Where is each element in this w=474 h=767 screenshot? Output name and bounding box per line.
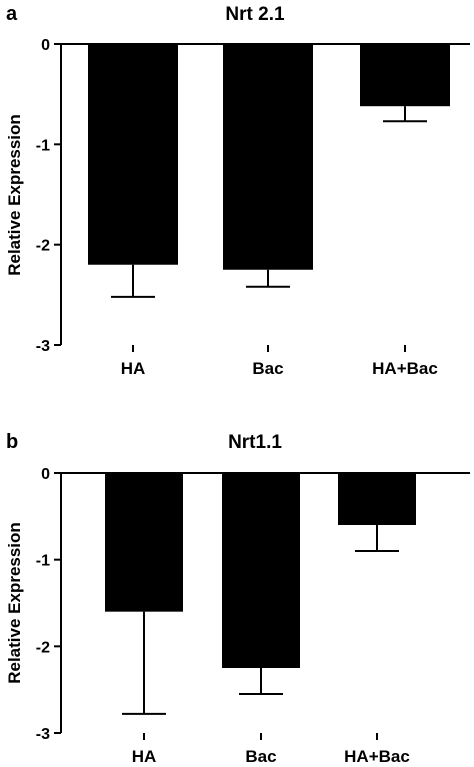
chart-title: Nrt1.1 [228, 432, 282, 453]
y-tick-label: -1 [36, 553, 50, 570]
x-category-label: Bac [245, 747, 276, 766]
panel-b-chart: b Nrt1.1 Relative Expression 0 -1 -2 -3 HA Bac H… [5, 431, 470, 766]
panel-a-chart: a Nrt 2.1 Relative Expression 0 -1 -2 -3 HA Bac… [5, 3, 470, 378]
bar-ha [88, 44, 178, 265]
bar-bac [222, 473, 300, 668]
y-axis-label: Relative Expression [5, 522, 24, 684]
x-category-label: HA [132, 747, 157, 766]
y-tick-label: -2 [36, 238, 50, 255]
panel-letter-a: a [6, 3, 18, 25]
y-tick-label: 0 [41, 466, 50, 483]
x-category-label: Bac [252, 359, 283, 378]
y-tick-label: -1 [36, 137, 50, 154]
y-tick-label: -3 [36, 726, 50, 743]
bar-ha [105, 473, 183, 612]
y-tick-label: 0 [41, 37, 50, 54]
x-category-label: HA [121, 359, 146, 378]
y-axis-label: Relative Expression [5, 114, 24, 276]
bar-ha-plus-bac [338, 473, 416, 525]
x-category-label: HA+Bac [344, 747, 410, 766]
chart-title: Nrt 2.1 [225, 4, 285, 25]
bar-bac [223, 44, 313, 270]
y-tick-label: -3 [36, 338, 50, 355]
panel-letter-b: b [6, 431, 18, 453]
bar-ha-plus-bac [360, 44, 450, 107]
y-tick-label: -2 [36, 639, 50, 656]
x-category-label: HA+Bac [372, 359, 438, 378]
